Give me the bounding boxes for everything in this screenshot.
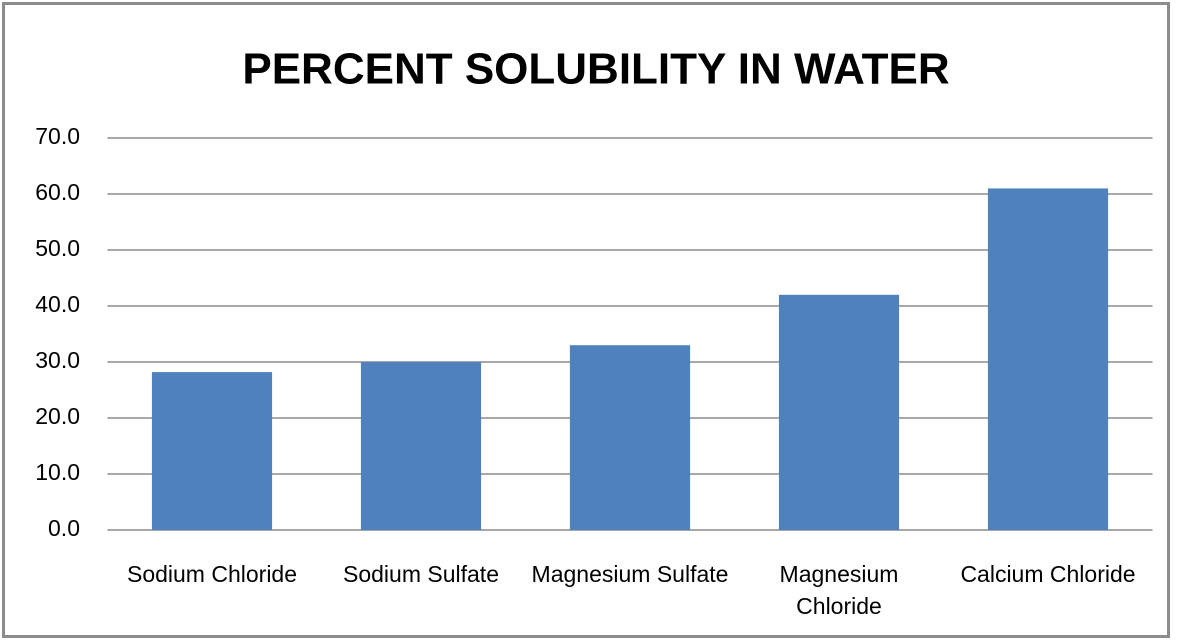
y-tick-label: 0.0: [48, 515, 80, 541]
bar: [360, 362, 482, 530]
y-tick-label: 30.0: [35, 347, 80, 373]
x-tick-label: Calcium Chloride: [960, 561, 1136, 587]
x-tick-label: Magnesium Sulfate: [531, 561, 729, 587]
y-tick-label: 50.0: [35, 235, 80, 261]
y-tick-label: 10.0: [35, 459, 80, 485]
bar: [778, 294, 900, 530]
x-tick-label: Sodium Sulfate: [343, 561, 499, 587]
x-tick-label: Magnesium Chloride: [779, 561, 899, 619]
y-tick-label: 60.0: [35, 179, 80, 205]
y-tick-label: 20.0: [35, 403, 80, 429]
bar: [987, 188, 1109, 530]
chart-title: PERCENT SOLUBILITY IN WATER: [242, 45, 949, 94]
x-tick-label: Sodium Chloride: [126, 561, 298, 587]
bar: [569, 345, 691, 530]
y-tick-label: 40.0: [35, 291, 80, 317]
y-tick-label: 70.0: [35, 123, 80, 149]
bar: [151, 372, 273, 530]
